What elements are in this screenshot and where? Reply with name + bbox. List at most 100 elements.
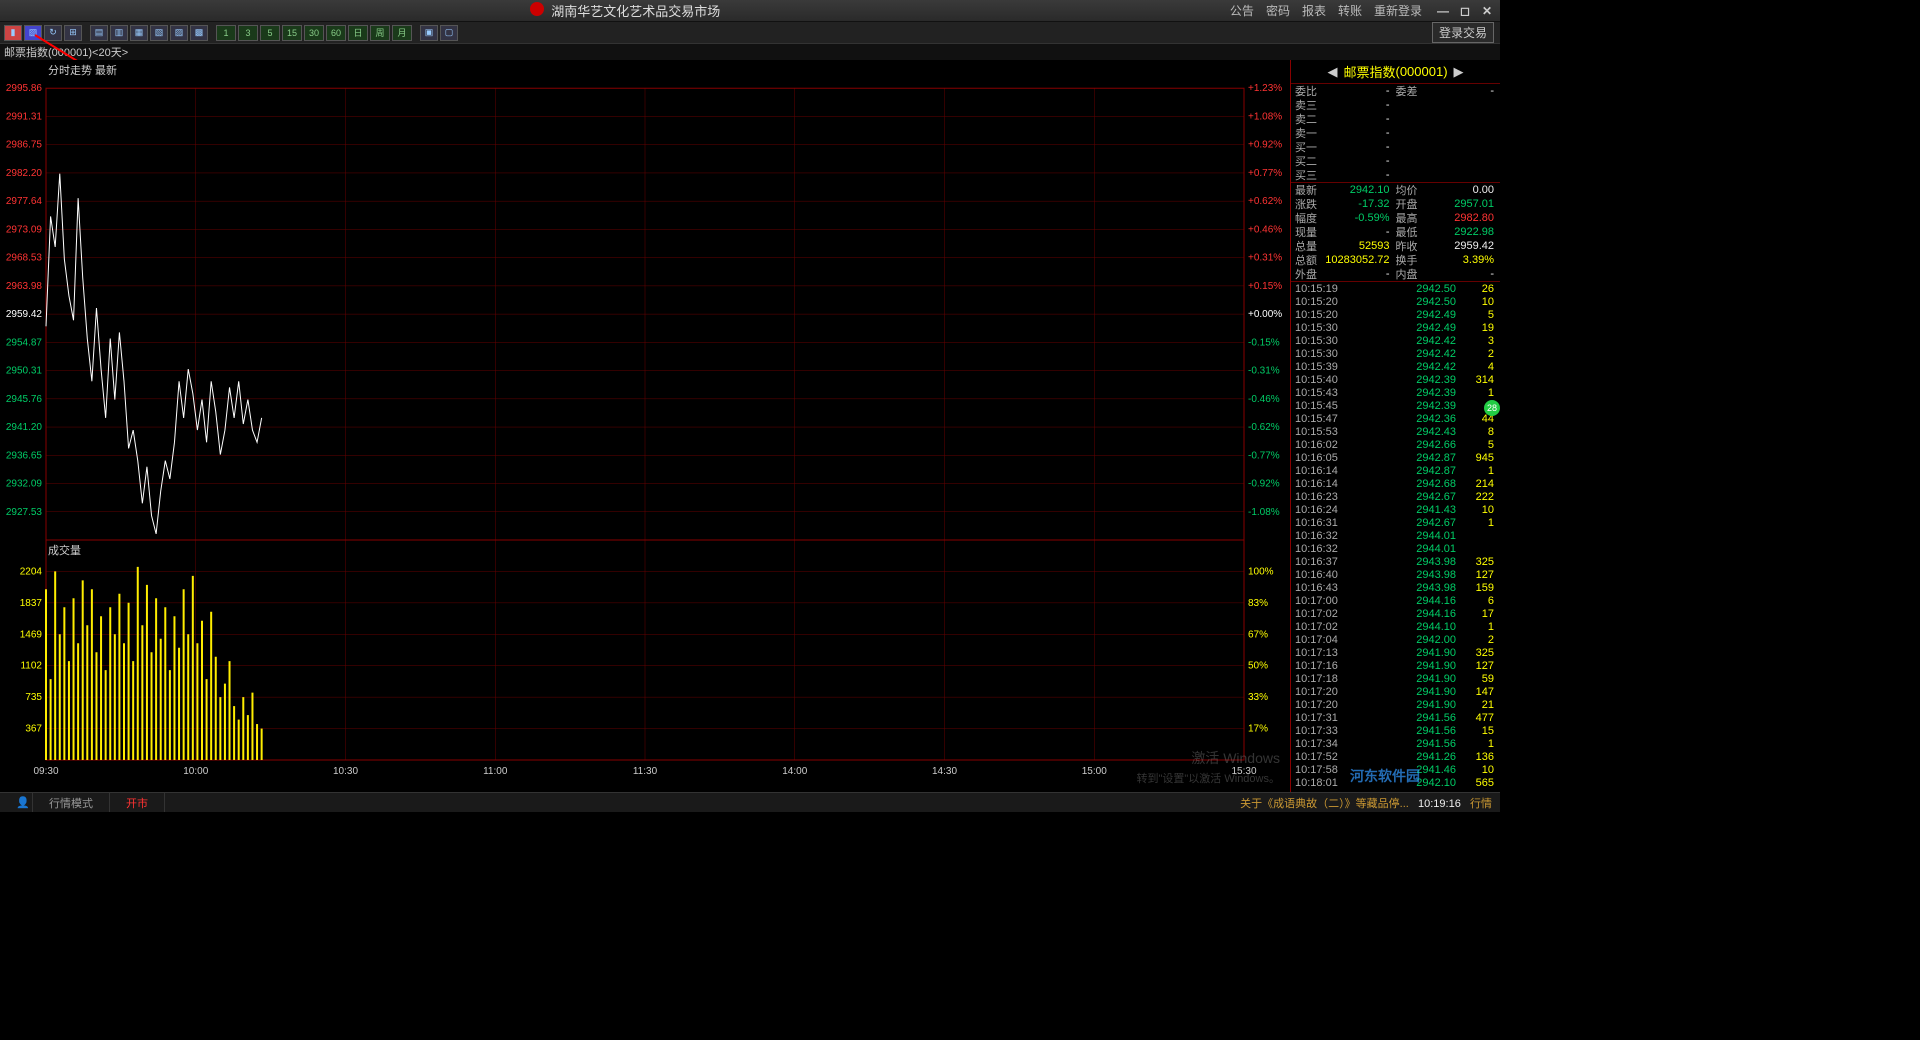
tick-row: 10:17:202941.9021 (1291, 698, 1500, 711)
floating-badge-icon[interactable]: 28 (1484, 400, 1500, 416)
quote-stats: 最新2942.10均价0.00涨跌-17.32开盘2957.01幅度-0.59%… (1291, 183, 1500, 282)
order-row: 卖三- (1291, 98, 1500, 112)
chart-subheader: 邮票指数(000001)<20天> (0, 44, 1500, 60)
svg-text:2959.42: 2959.42 (6, 309, 43, 320)
maximize-button[interactable]: ◻ (1458, 4, 1472, 18)
stat-row: 外盘-内盘- (1291, 267, 1500, 281)
tick-row: 10:17:202941.90147 (1291, 685, 1500, 698)
tb-period-1[interactable]: 1 (216, 25, 236, 41)
tick-row: 10:16:242941.4310 (1291, 503, 1500, 516)
tb-tool5-icon[interactable]: ▨ (170, 25, 188, 41)
tick-row: 10:15:192942.5026 (1291, 282, 1500, 295)
tick-row: 10:17:162941.90127 (1291, 659, 1500, 672)
svg-text:2932.09: 2932.09 (6, 479, 43, 490)
volume-chart[interactable]: 2204100%183783%146967%110250%73533%36717… (0, 540, 1290, 778)
svg-text:1837: 1837 (20, 598, 43, 609)
svg-text:2950.31: 2950.31 (6, 366, 43, 377)
market-status: 开市 (110, 793, 165, 812)
stat-row: 最新2942.10均价0.00 (1291, 183, 1500, 197)
tb-candle-icon[interactable]: ⊞ (64, 25, 82, 41)
tick-row: 10:17:002944.166 (1291, 594, 1500, 607)
mode-label[interactable]: 行情模式 (33, 793, 110, 812)
top-menu: 公告 密码 报表 转账 重新登录 (1230, 2, 1422, 19)
tick-row: 10:17:042942.002 (1291, 633, 1500, 646)
svg-text:2927.53: 2927.53 (6, 507, 43, 518)
svg-text:11:00: 11:00 (483, 766, 508, 777)
tb-tool4-icon[interactable]: ▧ (150, 25, 168, 41)
menu-notice[interactable]: 公告 (1230, 2, 1254, 19)
tb-period-15[interactable]: 15 (282, 25, 302, 41)
tb-period-d[interactable]: 日 (348, 25, 368, 41)
tick-row: 10:16:232942.67222 (1291, 490, 1500, 503)
svg-text:2982.20: 2982.20 (6, 168, 43, 179)
svg-text:2941.20: 2941.20 (6, 422, 43, 433)
svg-text:+0.15%: +0.15% (1248, 281, 1282, 292)
tb-extra2-icon[interactable]: ▢ (440, 25, 458, 41)
tb-tool2-icon[interactable]: ▥ (110, 25, 128, 41)
tick-row: 10:15:302942.4919 (1291, 321, 1500, 334)
svg-text:2973.09: 2973.09 (6, 224, 43, 235)
stat-row: 总额10283052.72换手3.39% (1291, 253, 1500, 267)
svg-text:11:30: 11:30 (633, 766, 658, 777)
login-trade-button[interactable]: 登录交易 (1432, 22, 1494, 43)
menu-report[interactable]: 报表 (1302, 2, 1326, 19)
right-panel: ◀ 邮票指数(000001) ▶ 委比-委差-卖三-卖二-卖一-买一-买二-买三… (1290, 60, 1500, 792)
svg-text:2968.53: 2968.53 (6, 253, 43, 264)
tick-row: 10:15:202942.495 (1291, 308, 1500, 321)
svg-text:2936.65: 2936.65 (6, 450, 43, 461)
svg-text:83%: 83% (1248, 598, 1268, 609)
price-chart[interactable]: 2995.86+1.23%2991.31+1.08%2986.75+0.92%2… (0, 60, 1290, 540)
minimize-button[interactable]: — (1436, 4, 1450, 18)
svg-text:+1.23%: +1.23% (1248, 83, 1282, 94)
tb-refresh-icon[interactable]: ↻ (44, 25, 62, 41)
svg-text:2977.64: 2977.64 (6, 196, 43, 207)
user-icon[interactable]: 👤 (0, 793, 33, 812)
tb-line-icon[interactable]: ▨ (24, 25, 42, 41)
svg-text:+1.08%: +1.08% (1248, 111, 1282, 122)
menu-relogin[interactable]: 重新登录 (1374, 2, 1422, 19)
tick-row: 10:17:342941.561 (1291, 737, 1500, 750)
stat-row: 幅度-0.59%最高2982.80 (1291, 211, 1500, 225)
tick-row: 10:16:142942.68214 (1291, 477, 1500, 490)
svg-text:-0.92%: -0.92% (1248, 479, 1280, 490)
tb-period-3[interactable]: 3 (238, 25, 258, 41)
windows-watermark-sub: 转到"设置"以激活 Windows。 (1137, 770, 1281, 786)
tb-period-w[interactable]: 周 (370, 25, 390, 41)
tick-row: 10:17:182941.9059 (1291, 672, 1500, 685)
svg-text:2945.76: 2945.76 (6, 394, 43, 405)
tick-row: 10:16:402943.98127 (1291, 568, 1500, 581)
tb-period-5[interactable]: 5 (260, 25, 280, 41)
stat-row: 现量-最低2922.98 (1291, 225, 1500, 239)
svg-text:+0.31%: +0.31% (1248, 253, 1282, 264)
svg-text:1102: 1102 (20, 661, 42, 672)
svg-text:735: 735 (25, 692, 42, 703)
news-ticker[interactable]: 关于《成语典故（二）》等藏品停... 10:19:16 行情 (1232, 795, 1500, 811)
order-row: 卖一- (1291, 126, 1500, 140)
logo-icon (530, 2, 544, 16)
tb-chart-icon[interactable]: ▮ (4, 25, 22, 41)
tb-period-m[interactable]: 月 (392, 25, 412, 41)
tick-row: 10:16:372943.98325 (1291, 555, 1500, 568)
menu-transfer[interactable]: 转账 (1338, 2, 1362, 19)
prev-symbol-button[interactable]: ◀ (1321, 64, 1343, 80)
tick-row: 10:17:332941.5615 (1291, 724, 1500, 737)
tb-tool6-icon[interactable]: ▩ (190, 25, 208, 41)
tick-row: 10:16:052942.87945 (1291, 451, 1500, 464)
tb-extra1-icon[interactable]: ▣ (420, 25, 438, 41)
tb-tool3-icon[interactable]: ▦ (130, 25, 148, 41)
svg-text:-1.08%: -1.08% (1248, 507, 1280, 518)
close-button[interactable]: ✕ (1480, 4, 1494, 18)
svg-text:2991.31: 2991.31 (6, 111, 43, 122)
tb-period-30[interactable]: 30 (304, 25, 324, 41)
next-symbol-button[interactable]: ▶ (1448, 64, 1470, 80)
tb-tool1-icon[interactable]: ▤ (90, 25, 108, 41)
svg-text:-0.46%: -0.46% (1248, 394, 1280, 405)
tb-period-60[interactable]: 60 (326, 25, 346, 41)
menu-password[interactable]: 密码 (1266, 2, 1290, 19)
svg-text:+0.77%: +0.77% (1248, 168, 1282, 179)
tick-row: 10:15:302942.422 (1291, 347, 1500, 360)
tick-row: 10:17:022944.101 (1291, 620, 1500, 633)
tick-row: 10:16:142942.871 (1291, 464, 1500, 477)
tick-row: 10:15:432942.391 (1291, 386, 1500, 399)
tick-row: 10:17:312941.56477 (1291, 711, 1500, 724)
